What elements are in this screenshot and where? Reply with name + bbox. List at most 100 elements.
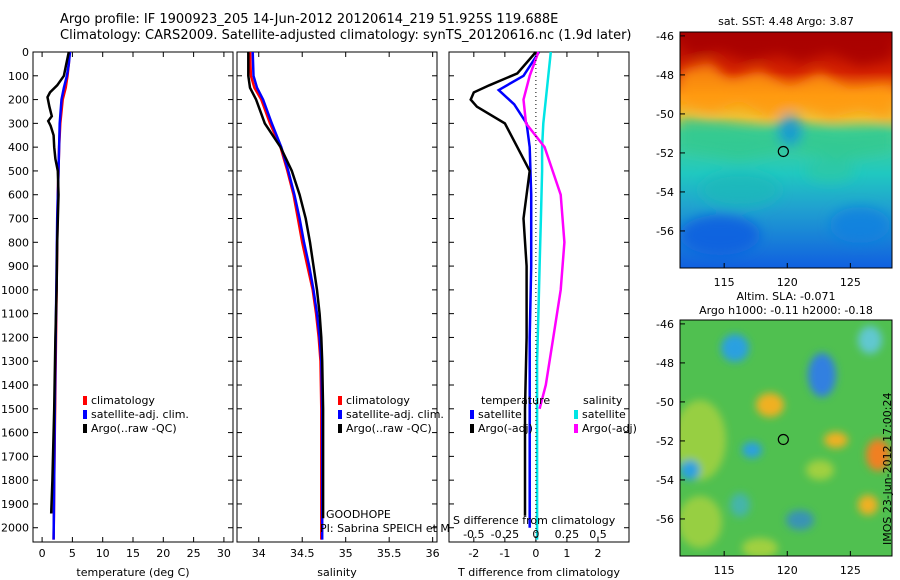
y-tick-label: 2000: [1, 522, 29, 535]
x-tick-label: 25: [187, 547, 201, 560]
x-tick-label: 10: [96, 547, 110, 560]
y-tick-label: 1100: [1, 308, 29, 321]
x-tick-label: 0: [39, 547, 46, 560]
map-y-tick-label: -48: [656, 69, 674, 82]
legend-header-salinity: salinity: [583, 394, 623, 407]
legend-label: Argo(..raw -QC): [91, 422, 177, 435]
sst-map: 115 120 125 -46 -48 -50 -52 -54 -56 sat. SST: 4.…: [656, 15, 893, 289]
x-tick-label: 36: [426, 547, 440, 560]
y-tick-label: 500: [8, 165, 29, 178]
map-y-tick-label: -52: [656, 147, 674, 160]
map-x-tick-label: 120: [777, 564, 798, 577]
map-x-tick-label: 125: [840, 276, 861, 289]
top-axis-label: S difference from climatology: [453, 514, 616, 527]
legend-label: satellite-adj. clim.: [346, 408, 444, 421]
legend-label: Argo(..raw -QC): [346, 422, 432, 435]
y-tick-label: 400: [8, 141, 29, 154]
sla-map: 115 120 125 -46 -48 -50 -52 -54 -56 Altim. SLA: …: [656, 290, 894, 577]
y-tick-label: 900: [8, 260, 29, 273]
figure-title-line1: Argo profile: IF 1900923_205 14-Jun-2012…: [60, 12, 559, 27]
plot-frame: [32, 51, 234, 543]
x-tick-label: 20: [156, 547, 170, 560]
series-line-argoadj: [522, 51, 566, 410]
y-tick-label: 1000: [1, 284, 29, 297]
legend-label: satellite: [478, 408, 522, 421]
legend-label: satellite: [582, 408, 626, 421]
legend-label: climatology: [346, 394, 410, 407]
legend-label: Argo(-adj): [478, 422, 533, 435]
y-tick-label: 300: [8, 117, 29, 130]
annotation-project: GOODHOPE: [326, 508, 391, 521]
sla-map-image: [680, 320, 892, 556]
sla-map-title-line2: Argo h1000: -0.11 h2000: -0.18: [699, 304, 873, 317]
x-tick-label: 0: [532, 547, 539, 560]
x-tick-label: 34: [252, 547, 266, 560]
s-tick-label: 0.5: [589, 528, 607, 541]
x-tick-label: 2: [594, 547, 601, 560]
map-x-tick-label: 120: [777, 276, 798, 289]
y-tick-label: 800: [8, 236, 29, 249]
x-tick-label: 1: [563, 547, 570, 560]
y-tick-label: 1400: [1, 379, 29, 392]
map-y-tick-label: -56: [656, 225, 674, 238]
map-x-tick-label: 115: [714, 276, 735, 289]
series-line-satellite: [535, 51, 553, 540]
y-tick-label: 1800: [1, 474, 29, 487]
y-tick-label: 1300: [1, 355, 29, 368]
map-y-tick-label: -56: [656, 513, 674, 526]
difference-panel: -2 -1 0 1 2 T difference from climatology temp…: [448, 51, 637, 579]
imos-timestamp: IMOS 23-Jun-2012 17:00:24: [881, 392, 894, 545]
s-tick-label: 0.25: [555, 528, 580, 541]
x-tick-label: 34.5: [290, 547, 315, 560]
map-y-tick-label: -46: [656, 318, 674, 331]
argo-location-marker: [777, 145, 789, 158]
x-tick-label: 35.5: [377, 547, 402, 560]
y-tick-label: 200: [8, 94, 29, 107]
legend-header-temperature: temperature: [481, 394, 550, 407]
y-tick-label: 1900: [1, 498, 29, 511]
series-line-argoadj: [469, 51, 537, 516]
legend-label: climatology: [91, 394, 155, 407]
map-y-tick-label: -50: [656, 396, 674, 409]
map-y-tick-label: -48: [656, 357, 674, 370]
y-tick-label: 1600: [1, 427, 29, 440]
s-tick-label: -0.5: [463, 528, 484, 541]
map-y-tick-label: -54: [656, 186, 674, 199]
map-y-tick-label: -50: [656, 108, 674, 121]
sst-map-title: sat. SST: 4.48 Argo: 3.87: [718, 15, 854, 28]
argo-location-marker: [777, 433, 789, 446]
y-tick-label: 100: [8, 70, 29, 83]
series-line-argorawqc: [46, 51, 71, 514]
map-y-tick-label: -54: [656, 474, 674, 487]
x-axis-label: temperature (deg C): [76, 566, 189, 579]
x-tick-label: 35: [339, 547, 353, 560]
x-tick-label: 30: [217, 547, 231, 560]
sst-map-image: [680, 32, 892, 268]
temperature-panel: 0 5 10 15 20 25 300100200300400500600700800900…: [1, 46, 234, 579]
x-tick-label: 15: [126, 547, 140, 560]
s-tick-label: 0: [532, 528, 539, 541]
y-tick-label: 1700: [1, 450, 29, 463]
y-tick-label: 600: [8, 189, 29, 202]
map-x-tick-label: 115: [714, 564, 735, 577]
y-tick-label: 1200: [1, 331, 29, 344]
sla-map-title-line1: Altim. SLA: -0.071: [736, 290, 835, 303]
map-y-tick-label: -52: [656, 435, 674, 448]
salinity-panel: 34 34.5 35 35.5 36salinityclimatologysatelli…: [236, 51, 519, 579]
x-tick-label: 5: [69, 547, 76, 560]
map-y-tick-label: -46: [656, 30, 674, 43]
figure-title-line2: Climatology: CARS2009. Satellite-adjuste…: [60, 28, 632, 43]
map-x-tick-label: 125: [840, 564, 861, 577]
x-axis-label: T difference from climatology: [457, 566, 620, 579]
y-tick-label: 700: [8, 213, 29, 226]
series-line-argorawqc: [247, 52, 325, 519]
y-tick-label: 1500: [1, 403, 29, 416]
x-tick-label: -2: [468, 547, 479, 560]
x-tick-label: -1: [499, 547, 510, 560]
legend-label: satellite-adj. clim.: [91, 408, 189, 421]
s-tick-label: -0.25: [491, 528, 519, 541]
x-axis-label: salinity: [317, 566, 357, 579]
legend-label: Argo(-adj): [582, 422, 637, 435]
y-tick-label: 0: [22, 46, 29, 59]
